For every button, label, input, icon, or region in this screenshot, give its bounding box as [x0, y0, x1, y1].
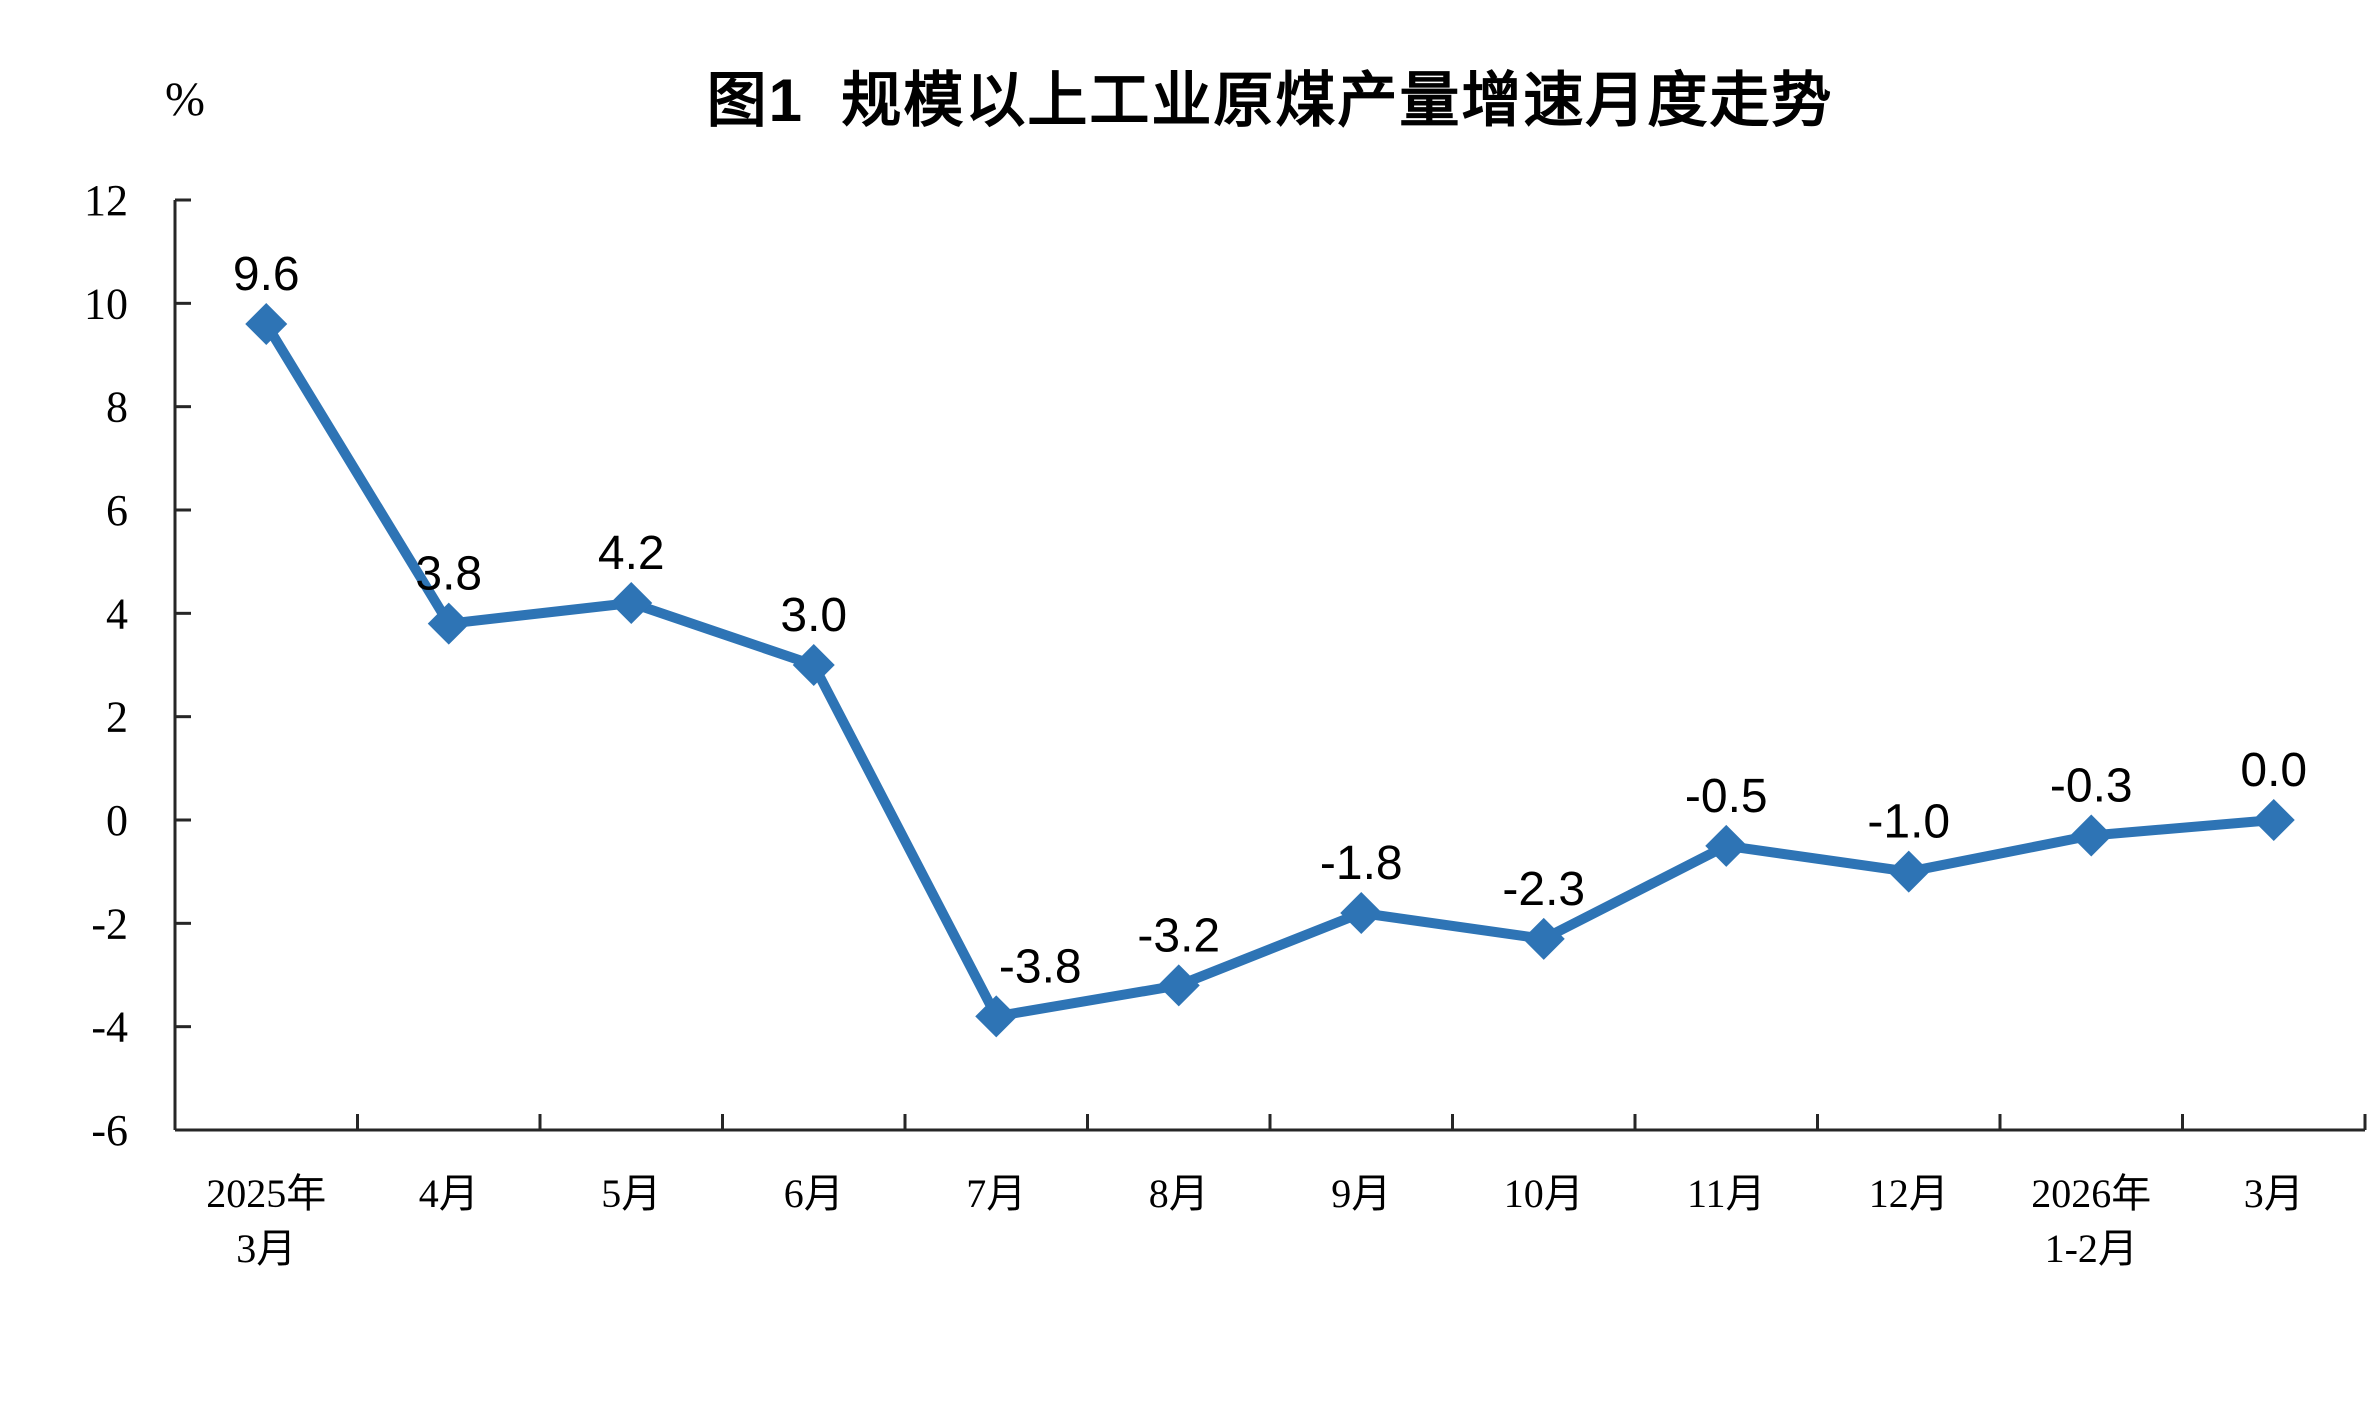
y-tick-label: 0: [106, 796, 128, 845]
x-axis-label: 9月: [1331, 1171, 1391, 1216]
y-tick-label: -6: [91, 1106, 128, 1155]
data-point-label: 3.0: [780, 589, 847, 642]
data-point-label: 9.6: [233, 248, 300, 301]
x-axis-label: 11月: [1687, 1171, 1766, 1216]
data-point-marker: [245, 303, 288, 345]
x-axis-label: 8月: [1149, 1171, 1209, 1216]
data-point-label: -0.3: [2050, 760, 2133, 813]
data-point-label: -0.5: [1685, 770, 1768, 823]
data-point-marker: [975, 995, 1018, 1038]
x-axis-label: 12月: [1869, 1171, 1949, 1216]
data-point-label: -1.8: [1320, 837, 1403, 890]
y-tick-label: 4: [106, 589, 128, 638]
x-axis-label: 3月: [2244, 1171, 2304, 1216]
data-point-marker: [1705, 824, 1748, 867]
data-point-label: -3.8: [999, 940, 1082, 993]
x-axis-label: 4月: [419, 1171, 479, 1216]
x-axis-label: 10月: [1504, 1171, 1584, 1216]
x-axis-label: 2026年: [2031, 1171, 2151, 1216]
y-axis-unit-label: %: [165, 73, 205, 126]
x-axis-label: 1-2月: [2045, 1226, 2138, 1271]
data-point-label: 4.2: [598, 527, 665, 580]
data-point-marker: [2252, 799, 2295, 841]
data-point-marker: [1157, 964, 1200, 1007]
x-axis-label: 3月: [236, 1226, 296, 1271]
data-point-marker: [427, 602, 470, 645]
data-point-marker: [1340, 892, 1383, 934]
data-point-marker: [2070, 814, 2113, 857]
x-axis-label: 2025年: [206, 1171, 326, 1216]
y-tick-label: 8: [106, 383, 128, 432]
y-tick-label: 10: [84, 279, 128, 328]
x-axis-label: 5月: [601, 1171, 661, 1216]
chart-title: 图1 规模以上工业原煤产量增速月度走势: [706, 67, 1834, 134]
data-point-label: 3.8: [415, 548, 482, 601]
data-point-label: 0.0: [2240, 744, 2307, 797]
y-tick-label: 12: [84, 176, 128, 225]
data-point-marker: [610, 582, 653, 624]
data-point-marker: [792, 644, 835, 686]
x-axis-label: 7月: [966, 1171, 1026, 1216]
y-tick-label: -2: [91, 899, 128, 948]
y-tick-label: 6: [106, 486, 128, 535]
series-line: [261, 319, 2279, 1022]
x-axis-label: 6月: [784, 1171, 844, 1216]
y-tick-label: 2: [106, 693, 128, 742]
data-point-marker: [1887, 850, 1930, 893]
data-point-label: -1.0: [1867, 796, 1950, 849]
data-point-label: -2.3: [1502, 863, 1585, 916]
data-point-marker: [1522, 917, 1565, 960]
y-tick-label: -4: [91, 1003, 128, 1052]
data-point-label: -3.2: [1137, 909, 1220, 962]
